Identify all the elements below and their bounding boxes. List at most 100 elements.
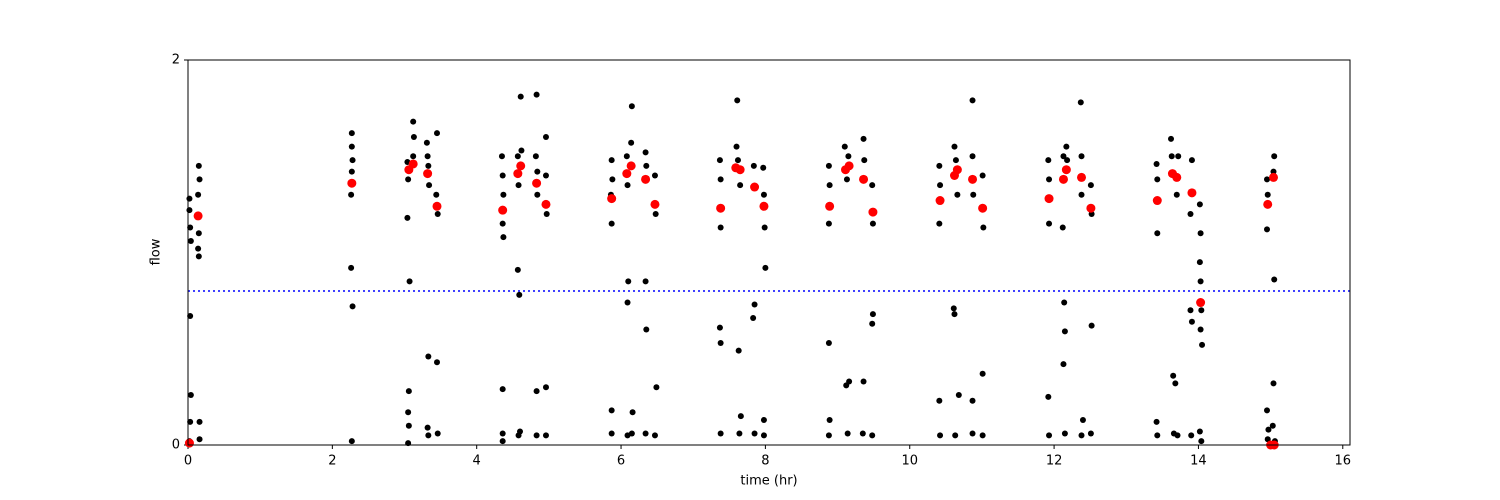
point — [950, 305, 957, 312]
point — [1153, 418, 1160, 425]
point — [406, 278, 413, 285]
point — [1197, 326, 1204, 333]
x-tick-label: 10 — [901, 454, 918, 469]
point — [515, 182, 522, 189]
point — [423, 169, 433, 179]
point — [1046, 220, 1053, 227]
point — [859, 174, 869, 184]
point — [349, 303, 356, 310]
point — [410, 153, 417, 160]
point — [609, 176, 616, 183]
point — [518, 147, 525, 154]
point — [1061, 430, 1068, 437]
point — [733, 143, 740, 150]
y-tick-label: 0 — [172, 438, 180, 453]
point — [499, 430, 506, 437]
point — [952, 165, 962, 175]
point — [825, 339, 832, 346]
point — [434, 359, 440, 366]
point — [1271, 276, 1278, 283]
point — [980, 224, 987, 231]
point — [717, 224, 724, 231]
point — [1045, 393, 1052, 400]
point — [499, 172, 506, 179]
x-tick-label: 14 — [1190, 454, 1207, 469]
point — [1060, 361, 1067, 368]
point — [935, 196, 945, 206]
point — [432, 201, 442, 211]
point — [734, 97, 741, 104]
point — [1187, 188, 1197, 198]
point — [1046, 176, 1053, 183]
point — [1077, 99, 1084, 106]
x-tick-label: 6 — [617, 454, 625, 469]
point — [534, 168, 541, 175]
point — [184, 438, 194, 448]
point — [1199, 341, 1206, 348]
point — [423, 139, 430, 146]
point — [651, 172, 658, 179]
point — [642, 149, 649, 156]
point — [652, 211, 659, 217]
point — [936, 220, 943, 227]
point — [1265, 426, 1272, 433]
point — [1270, 168, 1277, 175]
point — [1154, 432, 1161, 439]
point — [1264, 407, 1270, 414]
point — [1086, 203, 1096, 213]
point — [1196, 428, 1203, 435]
point — [1168, 135, 1175, 142]
y-tick-label: 2 — [172, 53, 180, 68]
point — [825, 162, 832, 169]
point — [1196, 201, 1203, 208]
x-tick-label: 8 — [761, 454, 769, 469]
point — [410, 134, 417, 140]
x-tick-label: 0 — [184, 454, 192, 469]
point — [1188, 318, 1195, 325]
point — [608, 407, 615, 414]
point — [936, 162, 943, 169]
point — [716, 203, 726, 213]
point — [761, 224, 768, 231]
point — [750, 314, 757, 321]
x-tick-label: 16 — [1335, 454, 1352, 469]
point — [952, 157, 959, 164]
point — [1063, 143, 1070, 150]
point — [643, 162, 650, 169]
point — [348, 438, 355, 445]
point — [608, 430, 615, 437]
point — [979, 432, 986, 439]
point — [516, 161, 526, 171]
point — [1197, 230, 1204, 237]
point — [1046, 432, 1053, 439]
point — [869, 182, 876, 189]
point — [1198, 438, 1205, 445]
point — [348, 264, 355, 271]
x-tick-label: 12 — [1046, 454, 1063, 469]
point — [186, 195, 193, 202]
point — [1264, 176, 1270, 183]
point — [628, 139, 635, 146]
point — [1061, 165, 1071, 175]
point — [653, 384, 660, 391]
point — [860, 135, 867, 142]
point — [760, 164, 767, 171]
point — [979, 370, 986, 377]
point — [629, 409, 636, 416]
point — [1087, 182, 1094, 189]
point — [1264, 191, 1271, 198]
point — [844, 430, 851, 437]
point — [542, 384, 549, 391]
point — [405, 388, 412, 395]
point — [187, 391, 194, 398]
point — [187, 313, 194, 320]
point — [404, 214, 411, 221]
point — [434, 130, 440, 137]
point — [869, 432, 876, 439]
point — [628, 430, 635, 437]
point — [195, 191, 202, 198]
point — [424, 153, 431, 160]
point — [514, 266, 521, 273]
point — [1153, 160, 1160, 167]
